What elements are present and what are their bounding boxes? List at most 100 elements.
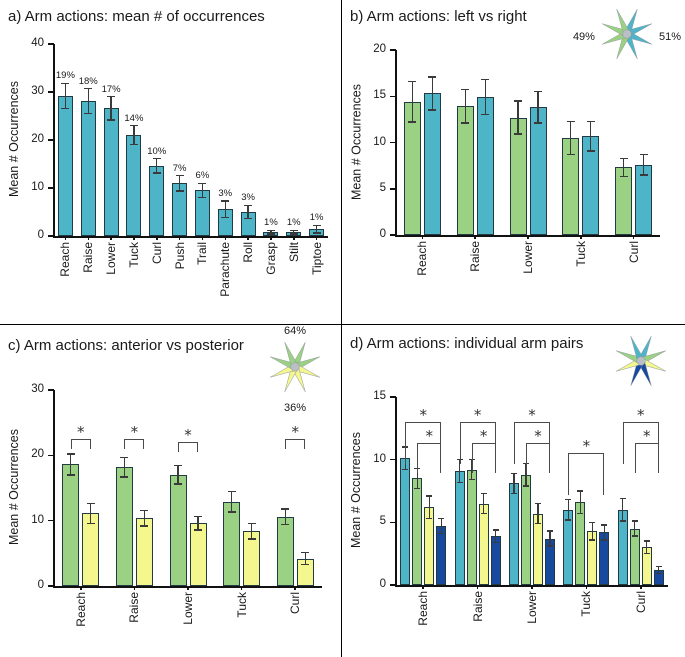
error-bar-cap [84,87,93,90]
x-tick [110,236,112,240]
category-label: Roll [241,242,256,263]
error-bar-cap [312,232,321,234]
sig-bracket [178,442,198,453]
error-bar-cap [428,76,437,78]
error-bar-cap [244,218,253,220]
error-bar-cap [86,522,95,524]
error-bar-cap [301,551,310,554]
percent-label: 1% [286,217,301,229]
error-bar-cap [129,144,138,146]
error-bar-cap [107,96,116,98]
error-bar [622,498,624,522]
error-bar [570,121,572,155]
bar [490,536,501,585]
sig-bracket [526,443,550,474]
percent-label: 1% [264,217,278,229]
panel-d-arm-pairs: d) Arm actions: individual arm pairs Mea… [342,325,685,657]
x-tick [580,235,582,239]
x-tick [474,235,476,239]
error-bar-cap [534,90,542,93]
error-bar-cap [426,517,433,520]
error-bar [293,230,295,235]
y-tick-label: 0 [37,579,44,591]
bar [466,469,477,585]
sig-bracket [568,453,605,496]
category-label: Raise [127,592,142,623]
y-tick-label: 5 [379,515,386,528]
sig-bracket [622,422,659,465]
error-bar-cap [643,540,650,542]
error-bar-cap [66,453,75,455]
bar [62,464,80,586]
panel-a-title: a) Arm actions: mean # of occurrences [8,8,265,25]
category-label: Tuck [126,242,141,268]
error-bar-cap [227,511,236,513]
posterior-percentage-label: 36% [283,402,307,414]
y-tick [48,389,54,391]
percent-label: 1% [309,212,324,224]
y-tick [390,234,396,236]
panel-b-plot: Mean # Occurrences 0 5 10 15 20 Reach Raise Lowe… [342,0,685,324]
bar [80,101,96,236]
error-bar [537,91,539,124]
error-bar [133,125,135,145]
x-tick [632,235,635,239]
error-bar-cap [456,481,463,483]
x-tick [422,585,424,589]
y-tick-label: 40 [31,37,44,49]
bar [169,474,187,586]
category-label: Reach [416,591,431,626]
bar [436,526,447,585]
error-bar [123,457,126,477]
error-bar-cap [266,229,275,231]
error-bar-cap [589,539,596,541]
error-bar-cap [586,120,595,122]
significance-star: * [643,427,651,446]
y-tick-label: 0 [379,578,386,590]
error-bar [642,154,645,175]
category-label: Tiptoe [309,242,324,275]
panel-d-plot: Mean # Occurrences 0 5 10 15 Reach Raise Lower T… [342,325,685,657]
x-tick [64,236,67,240]
sig-bracket [459,422,496,465]
y-tick-label: 20 [373,43,386,55]
y-tick [48,454,54,457]
error-bar-cap [461,122,470,124]
error-bar-cap [174,465,182,467]
y-tick-label: 20 [31,133,44,145]
y-tick-label: 30 [31,85,44,97]
bar [149,165,165,236]
error-bar-cap [66,474,75,476]
percent-label: 18% [78,75,98,87]
sig-bracket [471,443,496,474]
error-bar [143,510,146,526]
error-bar [284,508,286,525]
y-tick [390,458,396,461]
category-label: Reach [415,241,430,276]
panel-c-title: c) Arm actions: anterior vs posterior [8,337,244,354]
bar [563,509,574,585]
error-bar-cap [312,224,321,227]
error-bar [567,499,570,520]
x-tick [156,236,158,240]
error-bar [90,503,92,524]
bar [478,503,489,585]
error-bar [464,89,466,124]
error-bar [484,79,486,115]
error-bar [591,522,594,540]
error-bar [87,88,89,114]
x-tick [640,585,642,589]
category-label: Tuck [579,591,594,617]
y-tick-label: 0 [379,228,386,240]
category-label: Raise [470,591,485,622]
y-tick [48,139,54,141]
y-tick-label: 0 [37,229,44,241]
bar [521,474,531,585]
y-tick [390,521,396,524]
error-bar [224,200,226,218]
error-bar-cap [589,521,596,524]
category-label: Tuck [234,592,249,618]
error-bar-cap [511,492,517,495]
category-label: Lower [181,592,195,625]
